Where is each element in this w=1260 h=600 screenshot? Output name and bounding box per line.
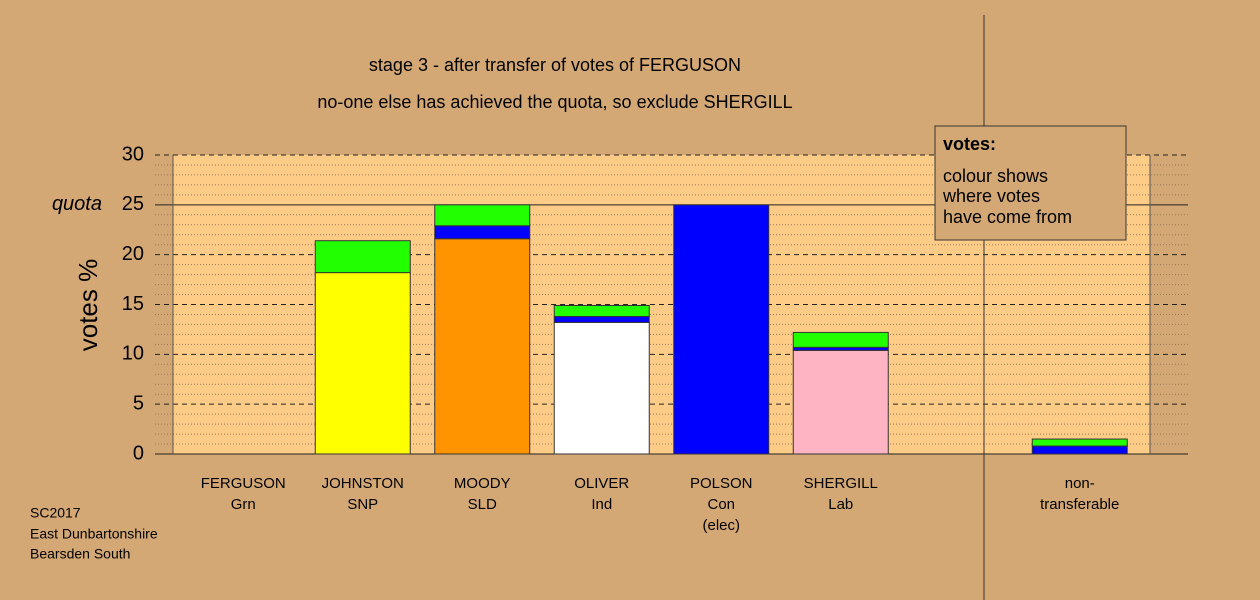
x-tick-label: (elec) bbox=[702, 517, 740, 534]
bar-segment bbox=[314, 272, 411, 455]
bar-segment bbox=[553, 321, 650, 455]
bar-segment bbox=[553, 315, 650, 323]
y-tick-label: 15 bbox=[122, 293, 144, 315]
footnote: SC2017 bbox=[30, 505, 81, 521]
y-tick-label: 5 bbox=[133, 392, 144, 414]
y-tick-label: 0 bbox=[133, 442, 144, 464]
bar-segment bbox=[434, 225, 531, 240]
bar-segment bbox=[314, 240, 411, 274]
bar-segment bbox=[434, 238, 531, 455]
bar-segment bbox=[673, 204, 770, 455]
legend-text: where votes bbox=[942, 186, 1040, 206]
bar-segment bbox=[1031, 445, 1128, 455]
bar-segment bbox=[792, 331, 889, 348]
x-tick-label: JOHNSTON bbox=[322, 475, 404, 492]
legend-text: have come from bbox=[943, 207, 1072, 227]
bar-segment bbox=[1031, 438, 1128, 447]
y-axis-label: votes % bbox=[73, 259, 103, 352]
legend-title: votes: bbox=[943, 134, 996, 154]
x-tick-label: transferable bbox=[1040, 496, 1119, 513]
x-tick-label: FERGUSON bbox=[201, 475, 286, 492]
footnote: Bearsden South bbox=[30, 546, 130, 562]
x-tick-label: SLD bbox=[468, 496, 497, 513]
bar-segment bbox=[792, 349, 889, 455]
x-tick-label: Con bbox=[707, 496, 735, 513]
y-tick-label: 20 bbox=[122, 243, 144, 265]
x-tick-label: Grn bbox=[231, 496, 256, 513]
x-tick-label: POLSON bbox=[690, 475, 753, 492]
y-tick-label: 30 bbox=[122, 143, 144, 165]
y-tick-label: 10 bbox=[122, 343, 144, 365]
x-tick-label: SHERGILL bbox=[804, 475, 878, 492]
quota-label: quota bbox=[52, 193, 102, 215]
x-tick-label: Ind bbox=[591, 496, 612, 513]
footnote: East Dunbartonshire bbox=[30, 526, 158, 542]
x-tick-label: SNP bbox=[347, 496, 378, 513]
y-tick-label: 25 bbox=[122, 193, 144, 215]
x-tick-label: non- bbox=[1065, 475, 1095, 492]
bar-segment bbox=[553, 304, 650, 317]
x-tick-label: MOODY bbox=[454, 475, 511, 492]
x-tick-label: Lab bbox=[828, 496, 853, 513]
chart-subtitle: no-one else has achieved the quota, so e… bbox=[317, 92, 792, 112]
legend-box bbox=[934, 125, 1127, 241]
chart-title: stage 3 - after transfer of votes of FER… bbox=[369, 55, 741, 75]
bar-segment bbox=[434, 204, 531, 227]
x-tick-label: OLIVER bbox=[574, 475, 629, 492]
legend-text: colour shows bbox=[943, 166, 1048, 186]
